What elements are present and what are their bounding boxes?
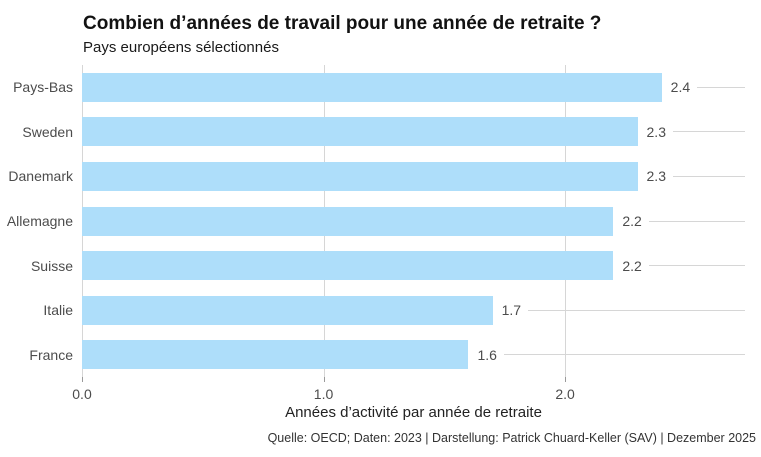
row-gridline (648, 220, 745, 222)
bar-rows: Pays-Bas 2.4 Sweden 2.3 Danemark 2.3 Allemagne… (7, 65, 745, 377)
bar-row: Pays-Bas 2.4 (13, 65, 745, 110)
category-label: Italie (43, 302, 73, 319)
bar-row: Sweden 2.3 (22, 110, 745, 155)
row-gridline (648, 265, 745, 267)
row-gridline (672, 131, 745, 133)
chart-title: Combien d’années de travail pour une ann… (83, 13, 602, 34)
bar-row: Danemark 2.3 (8, 154, 745, 199)
value-label: 2.2 (622, 257, 642, 274)
value-label: 1.7 (501, 302, 522, 319)
bar (82, 117, 638, 147)
bar (82, 206, 614, 236)
category-label: Danemark (8, 168, 73, 185)
row-gridline (503, 354, 745, 356)
category-label: Suisse (30, 257, 73, 274)
bar (82, 295, 493, 325)
source-note: Quelle: OECD; Daten: 2023 | Darstellung:… (267, 431, 756, 445)
chart-subtitle: Pays européens sélectionnés (83, 39, 279, 56)
x-axis-tick (323, 377, 325, 382)
value-label: 1.6 (477, 346, 497, 363)
x-axis-tick (82, 377, 83, 382)
bar-row: Suisse 2.2 (31, 243, 745, 288)
plot-area: 0.0 1.0 2.0 Pays-Bas 2.4 Sweden 2.3 Danemark 2.3… (7, 65, 745, 402)
x-tick-label: 1.0 (313, 386, 334, 402)
category-label: Sweden (22, 123, 73, 140)
bar-row: Italie 1.7 (43, 288, 745, 333)
bar-row: Allemagne 2.2 (7, 199, 745, 244)
value-label: 2.3 (646, 123, 666, 140)
bar (82, 161, 638, 191)
bar (82, 340, 469, 370)
x-axis-title: Années d’activité par année de retraite (285, 404, 542, 421)
row-gridline (528, 309, 745, 311)
x-tick-label: 2.0 (555, 386, 575, 402)
x-axis-tick (565, 377, 567, 382)
bar (82, 251, 614, 281)
value-label: 2.4 (670, 79, 691, 96)
value-label: 2.3 (646, 168, 666, 185)
category-label: France (29, 346, 73, 363)
bar (82, 72, 662, 102)
x-tick-label: 0.0 (72, 386, 92, 402)
bar-row: France 1.6 (29, 332, 745, 377)
category-label: Allemagne (6, 213, 73, 230)
row-gridline (672, 175, 745, 177)
value-label: 2.2 (622, 213, 642, 230)
row-gridline (697, 86, 745, 88)
category-label: Pays-Bas (13, 79, 73, 96)
